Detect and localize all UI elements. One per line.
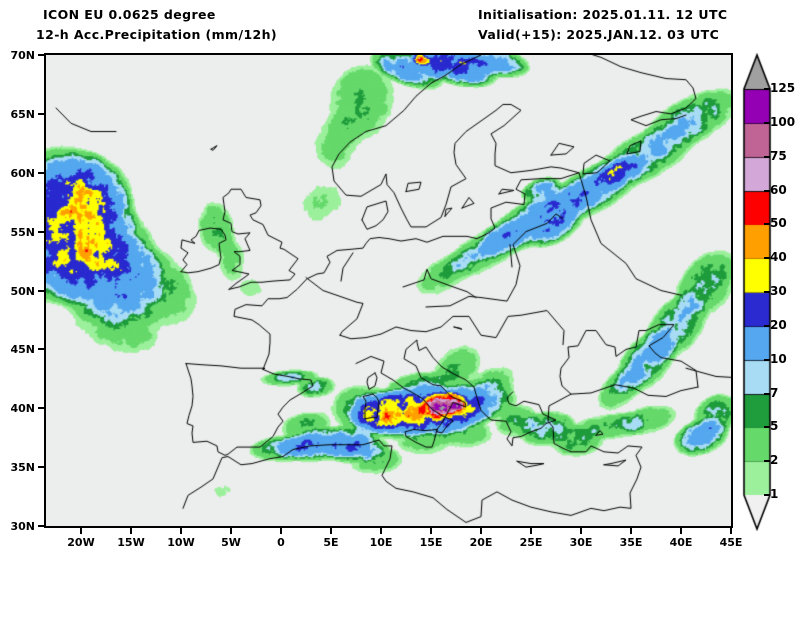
colorbar-tick [764,392,770,395]
x-axis-tick [730,528,732,534]
colorbar-tick [764,358,770,361]
y-axis-tick [38,171,44,174]
colorbar-tick [764,324,770,327]
colorbar-tick [764,189,770,192]
colorbar-tick [764,426,770,429]
map-raster [46,55,731,526]
x-axis-tick [430,528,432,534]
x-axis-label: 15E [419,536,443,549]
x-axis-label: 30E [569,536,593,549]
header-model-name: ICON EU 0.0625 degree [43,7,216,22]
y-axis-label: 70N [10,49,35,62]
colorbar-tick-label: 20 [770,317,787,332]
precipitation-colorbar: 1 2 5 7 10 20 30 40 50 60 75 100 125 [742,53,800,531]
header-initialisation: Initialisation: 2025.01.11. 12 UTC [478,7,728,22]
y-axis-label: 45N [10,343,35,357]
y-axis-label: 65N [10,107,35,121]
x-axis-tick [530,528,532,534]
y-axis-label: 50N [10,284,35,298]
colorbar-tick-label: 1 [770,487,779,501]
y-axis-label: 60N [10,166,35,180]
colorbar-tick [764,88,770,90]
y-axis-label: 35N [10,461,35,475]
y-axis-tick [38,112,44,115]
x-axis-label: 40E [669,536,693,549]
y-axis-tick [38,54,44,56]
y-axis-tick [38,230,44,233]
x-axis-label: 10W [167,536,195,549]
x-axis-tick [680,528,682,534]
x-axis-label: 35E [619,536,643,549]
colorbar-tick-label: 30 [770,284,787,298]
colorbar-tick-label: 5 [770,419,779,434]
x-axis-label: 0 [277,536,285,549]
colorbar-tick [764,257,770,260]
x-axis-tick [380,528,382,534]
y-axis-label: 40N [10,402,35,416]
y-axis-label: 55N [10,225,35,239]
colorbar-tick-label: 100 [770,114,796,129]
colorbar-tick-label: 125 [770,81,796,95]
header-parameter-name: 12-h Acc.Precipitation (mm/12h) [36,27,278,42]
colorbar-tick-label: 7 [770,385,779,400]
x-axis-tick [480,528,482,534]
colorbar-tick-label: 75 [770,148,787,163]
x-axis-tick [280,528,282,534]
colorbar-tick-label: 50 [770,216,787,231]
x-axis-label: 20E [469,536,493,549]
x-axis-label: 15W [117,536,145,549]
x-axis-tick [80,528,82,534]
colorbar-tick [764,494,770,496]
colorbar-tick [764,121,770,124]
x-axis-tick [630,528,632,534]
colorbar-tick-label: 10 [770,351,787,366]
x-axis-label: 5W [221,536,241,549]
x-axis-label: 10E [369,536,393,549]
header-valid-time: Valid(+15): 2025.JAN.12. 03 UTC [478,27,720,42]
x-axis-tick [180,528,182,534]
colorbar-tick [764,155,770,158]
x-axis-label: 5E [323,536,339,549]
y-axis-tick [38,348,44,351]
colorbar-tick [764,223,770,226]
x-axis-label: 25E [519,536,543,549]
y-axis-tick [38,466,44,469]
x-axis-tick [130,528,132,534]
x-axis-tick [230,528,232,534]
colorbar-tick-label: 60 [770,182,787,197]
x-axis-label: 45E [719,536,743,549]
colorbar-tick-label: 2 [770,453,779,468]
colorbar-tick [764,460,770,463]
colorbar-tick [764,291,770,293]
y-axis-tick [38,289,44,292]
x-axis-label: 20W [67,536,95,549]
x-axis-tick [330,528,332,534]
y-axis-tick [38,407,44,410]
precipitation-map[interactable] [44,53,733,528]
y-axis-label: 30N [10,520,35,533]
y-axis-tick [38,525,44,527]
colorbar-tick-label: 40 [770,250,787,265]
x-axis-tick [580,528,582,534]
